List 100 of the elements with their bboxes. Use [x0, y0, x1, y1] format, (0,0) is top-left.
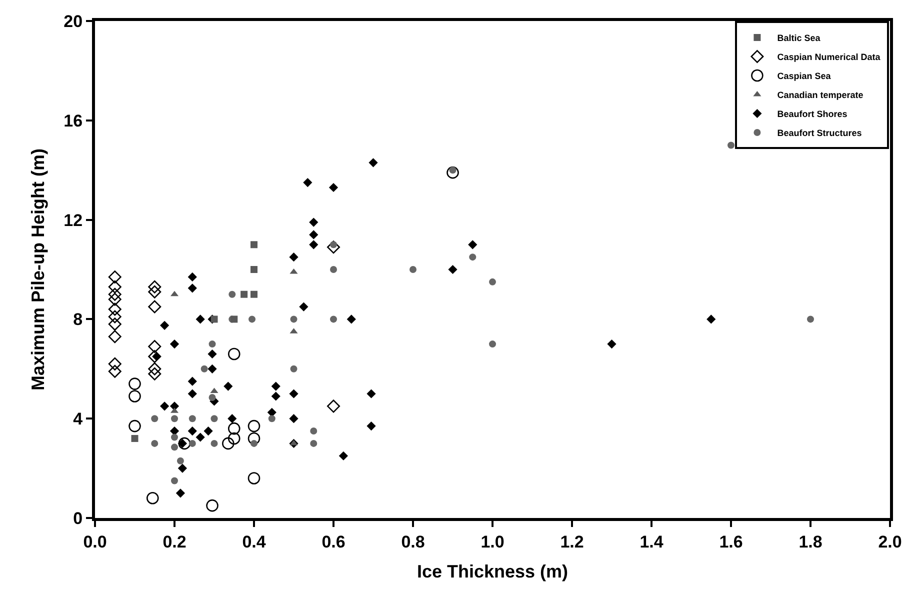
y-tick-label: 16 — [64, 111, 83, 130]
point — [489, 340, 496, 348]
x-tick-label: 1.6 — [719, 532, 743, 552]
point — [151, 415, 158, 422]
point — [222, 437, 234, 450]
point — [206, 499, 218, 512]
point — [108, 318, 122, 331]
point — [108, 270, 122, 284]
point — [250, 241, 258, 248]
point — [108, 357, 122, 370]
point — [328, 182, 338, 192]
x-tick-label: 1.8 — [798, 532, 822, 552]
point — [807, 316, 814, 323]
point — [309, 240, 318, 250]
point — [290, 316, 298, 323]
point — [160, 320, 170, 330]
point — [366, 389, 376, 398]
legend-label: Caspian Numerical Data — [777, 52, 882, 62]
y-tick-label: 8 — [73, 310, 83, 330]
point — [200, 365, 208, 372]
point — [250, 440, 258, 447]
point — [290, 440, 298, 446]
point — [160, 402, 170, 411]
point — [289, 414, 298, 424]
point — [204, 426, 213, 436]
point — [250, 266, 258, 273]
point — [706, 314, 716, 324]
point — [148, 300, 162, 314]
point — [196, 432, 205, 442]
point — [171, 434, 178, 441]
point — [128, 420, 141, 432]
point — [148, 367, 162, 380]
legend-label: Caspian Sea — [777, 71, 832, 82]
point — [188, 376, 197, 386]
point — [271, 382, 280, 391]
legend-label: Beaufort Shores — [777, 109, 848, 120]
point — [268, 415, 276, 422]
point — [469, 254, 476, 261]
point — [210, 316, 218, 323]
legend-label: Canadian temperate — [777, 90, 864, 100]
x-tick-label: 0.2 — [162, 532, 186, 552]
point — [108, 330, 122, 344]
point — [108, 288, 122, 301]
point — [346, 314, 356, 324]
point — [446, 166, 459, 179]
point — [178, 464, 187, 473]
point — [248, 432, 260, 445]
point — [299, 302, 308, 312]
point — [188, 426, 197, 436]
y-tick-label: 20 — [64, 12, 83, 31]
point — [309, 218, 318, 227]
point — [171, 477, 178, 484]
point — [448, 264, 458, 274]
point — [188, 389, 197, 398]
point — [148, 285, 162, 298]
point — [224, 382, 233, 391]
x-tick-label: 1.0 — [480, 532, 504, 552]
point — [327, 240, 340, 254]
point — [728, 142, 734, 149]
point — [108, 310, 122, 324]
point — [489, 278, 496, 286]
point — [108, 292, 122, 306]
point — [410, 266, 416, 273]
point — [208, 349, 217, 359]
point — [228, 414, 237, 424]
point — [170, 340, 180, 349]
point — [131, 434, 138, 442]
point — [228, 422, 240, 435]
point — [303, 178, 312, 188]
point — [271, 392, 280, 401]
y-tick-label: 12 — [64, 210, 83, 230]
point — [188, 272, 197, 282]
point — [128, 378, 141, 390]
point — [330, 316, 337, 323]
point — [248, 472, 260, 484]
point — [338, 451, 348, 460]
point — [289, 252, 298, 262]
x-tick-label: 1.4 — [640, 532, 664, 552]
point — [248, 316, 256, 323]
point — [128, 390, 141, 402]
point — [148, 340, 162, 354]
point — [108, 280, 122, 294]
point — [171, 444, 178, 451]
point — [188, 284, 197, 293]
point — [327, 400, 340, 413]
y-tick-label: 4 — [73, 410, 84, 429]
x-tick-label: 0.0 — [83, 532, 107, 552]
point — [366, 422, 376, 431]
point — [228, 432, 240, 445]
point — [188, 415, 196, 422]
point — [208, 364, 217, 374]
point — [178, 437, 191, 450]
point — [330, 266, 337, 273]
point — [228, 348, 240, 360]
x-tick-label: 2.0 — [878, 532, 902, 552]
x-axis-title: Ice Thickness (m) — [416, 562, 568, 582]
point — [170, 426, 180, 436]
point — [210, 415, 218, 422]
point — [108, 364, 122, 378]
point — [240, 290, 248, 298]
